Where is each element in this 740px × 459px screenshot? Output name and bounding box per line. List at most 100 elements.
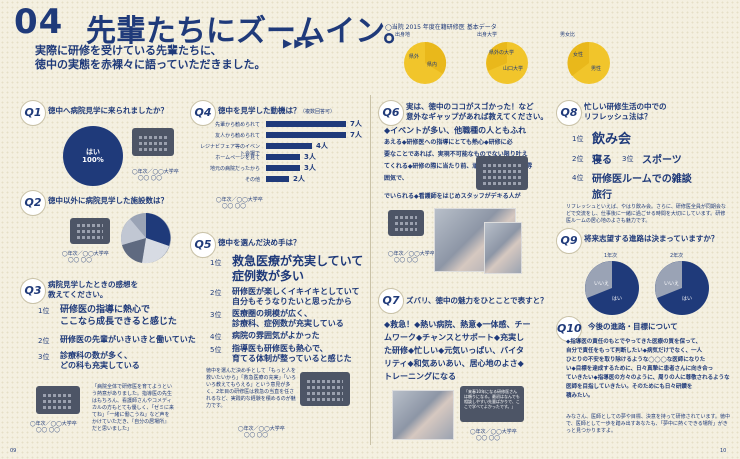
q5-rank-5: 5位 — [210, 346, 222, 354]
q4-bar — [266, 132, 346, 138]
survey-block: 出身地 出身大学 男女比 県外 県内 県外の大学 山口大学 女性 男性 — [385, 31, 725, 91]
q6-name: ◯◯ ◯◯ — [394, 257, 418, 263]
survey-caption: ◯当院 2015 年度在籍研修医 基本データ — [385, 24, 497, 31]
q9-y2-yes: はい — [682, 296, 693, 302]
center-divider — [370, 95, 371, 445]
q7-answer: ◆救急！◆熱い病院、熱意◆一体感、チー ムワーク◆チャンスとサポート◆充実し た… — [384, 320, 531, 381]
page-number-right: 10 — [720, 448, 727, 454]
staff-photo-small — [484, 222, 522, 274]
q1-name: ◯◯ ◯◯ — [138, 175, 162, 181]
q2-badge: Q2 — [20, 190, 46, 216]
gender-female-label: 女性 — [573, 52, 584, 58]
q7-attribution: ◯年次／◯◯大学卒 — [470, 429, 517, 435]
university-out-label: 県外の大学 — [489, 50, 515, 56]
q3-comment-bubble — [36, 386, 80, 414]
survey-label-origin: 出身地 — [395, 32, 411, 38]
q4-bar-value: 7人 — [350, 120, 362, 128]
q4-note: （複数回答可） — [300, 109, 336, 115]
q5-rank-5-text: 指導医も研修医も熱心で、 育てる体制が整っていると感じた — [232, 344, 352, 363]
q4-bar-value: 2人 — [293, 175, 305, 183]
q5-comment: 徳中を選んだ決め手として「もっと人を救いたいから」「救急医療の充実」「いろいろ教… — [206, 368, 297, 409]
q5-name: ◯◯ ◯◯ — [244, 432, 268, 438]
q9-question: 将来志望する進路は決まっていますか？ — [584, 234, 719, 243]
q8-rank-4-text: 研修医ルームでの雑談 — [592, 174, 692, 185]
survey-label-gender: 男女比 — [560, 32, 576, 38]
q9-y1-no: いいえ — [594, 281, 610, 287]
q1-attribution: ◯年次／◯◯大学卒 — [132, 169, 179, 175]
q2-pie — [121, 213, 171, 264]
q4-bar — [266, 121, 346, 127]
q3-name: ◯◯ ◯◯ — [36, 427, 60, 433]
q7-comment-bubble: 「来春10年になる研修医さんは頼りになる。最初はなんでも相談しやすい先輩ばかりで… — [460, 386, 524, 422]
q5-rank-1: 1位 — [210, 259, 222, 267]
q3-rank-3-text: 診療科の数が多く、 どの科も充実している — [60, 351, 140, 370]
q3-badge: Q3 — [20, 278, 46, 304]
q5-badge: Q5 — [190, 232, 216, 258]
q5-rank-3-text: 医療圏の規模が広く、 診療科、症例数が充実している — [232, 309, 344, 328]
origin-out-label: 県外 — [409, 54, 420, 60]
survey-label-university: 出身大学 — [477, 32, 498, 38]
q4-bar-label: その他 — [244, 177, 260, 183]
q7-question: ズバリ、徳中の魅力をひとことで表すと？ — [406, 296, 548, 305]
origin-in-label: 県内 — [427, 62, 438, 68]
q6-badge: Q6 — [378, 100, 404, 126]
q8-comment: リフレッシュといえば、やはり飲み会。さらに、研修医全員が同期会などで交流をし、仕… — [566, 204, 726, 224]
q7-name: ◯◯ ◯◯ — [476, 435, 500, 441]
q10-comment: みなさん、医師としての夢や目標、決意を持って研修されています。徳中で、医師として… — [566, 414, 730, 434]
q2-name: ◯◯ ◯◯ — [68, 257, 92, 263]
q1-question: 徳中へ病院見学に来られましたか？ — [48, 106, 168, 115]
q10-badge: Q10 — [556, 316, 582, 342]
q4-bar — [266, 143, 312, 149]
q4-bar-chart: 先輩から勧められて 7人 友人から勧められて 7人 レジナビフェア等のイベント会場で 4人… — [200, 120, 370, 192]
q8-rank-4: 4位 — [572, 174, 584, 182]
section-number: 04 — [14, 2, 64, 42]
q6-answer: ◆イベントが多い、他職種の人ともふれ あえる◆研修医への指導にとても熱心◆研修に… — [384, 126, 533, 200]
q2-question: 徳中以外に病院見学した施設数は？ — [48, 196, 168, 205]
q9-year-2: 2年次 — [670, 253, 684, 259]
q3-rank-1-text: 研修医の指導に熱心で ここなら成長できると感じた — [60, 305, 177, 327]
q8-rank-3-text: スポーツ — [642, 155, 682, 166]
q8-rank-2-text: 寝る — [592, 155, 612, 166]
q9-y1-yes: はい — [612, 296, 623, 302]
q4-bar-value: 3人 — [304, 164, 316, 172]
q5-rank-4: 4位 — [210, 333, 222, 341]
q3-rank-2-text: 研修医の先輩がいきいきと働いていた — [60, 335, 196, 344]
q6-small-bubble — [388, 210, 424, 236]
q4-badge: Q4 — [190, 100, 216, 126]
q4-bar-label: レジナビフェア等のイベント会場で — [200, 144, 261, 157]
q5-rank-2: 2位 — [210, 289, 222, 297]
q1-pie-label: はい 100% — [82, 148, 104, 164]
q4-bar-label: 地元の病院だったから — [209, 166, 260, 172]
nurses-photo — [392, 390, 454, 440]
q8-rank-3: 3位 — [622, 155, 634, 163]
q4-attribution: ◯年次／◯◯大学卒 — [216, 197, 263, 203]
q9-year-1: 1年次 — [604, 253, 618, 259]
q4-question: 徳中を見学した動機は？ — [218, 106, 301, 115]
q3-rank-2: 2位 — [38, 337, 50, 345]
q1-pie — [63, 126, 123, 186]
q2-comment-bubble — [70, 218, 110, 244]
q6-comment-bubble — [476, 156, 528, 190]
q8-rank-1: 1位 — [572, 135, 584, 143]
q1-badge: Q1 — [20, 100, 46, 126]
q8-rank-2: 2位 — [572, 155, 584, 163]
q8-rank-1-text: 飲み会 — [592, 132, 632, 147]
gender-male-label: 男性 — [591, 66, 602, 72]
q5-comment-bubble — [300, 372, 350, 406]
q3-quote: 「病院全体で研修医を育てようという熱意がありました。指導医の先生はもちろん、看護… — [92, 384, 175, 432]
origin-pie — [404, 41, 447, 84]
q3-rank-1: 1位 — [38, 307, 50, 315]
q4-bar — [266, 165, 300, 171]
q8-badge: Q8 — [556, 100, 582, 126]
university-yamaguchi-label: 山口大学 — [503, 66, 524, 72]
q5-attribution: ◯年次／◯◯大学卒 — [238, 426, 285, 432]
q10-answer: ◆指導医の責任のもとでやってきた医療の質を保って、 自分で責任をもって判断したい… — [566, 339, 730, 399]
q9-badge: Q9 — [556, 228, 582, 254]
q6-attribution: ◯年次／◯◯大学卒 — [388, 251, 435, 257]
university-pie — [486, 42, 528, 84]
gender-pie — [567, 41, 610, 84]
page-title: 先輩たちにズームイン。 — [86, 14, 414, 49]
q3-question: 病院見学したときの感想を 教えてください。 — [48, 280, 138, 299]
q4-bar-value: 4人 — [316, 142, 328, 150]
